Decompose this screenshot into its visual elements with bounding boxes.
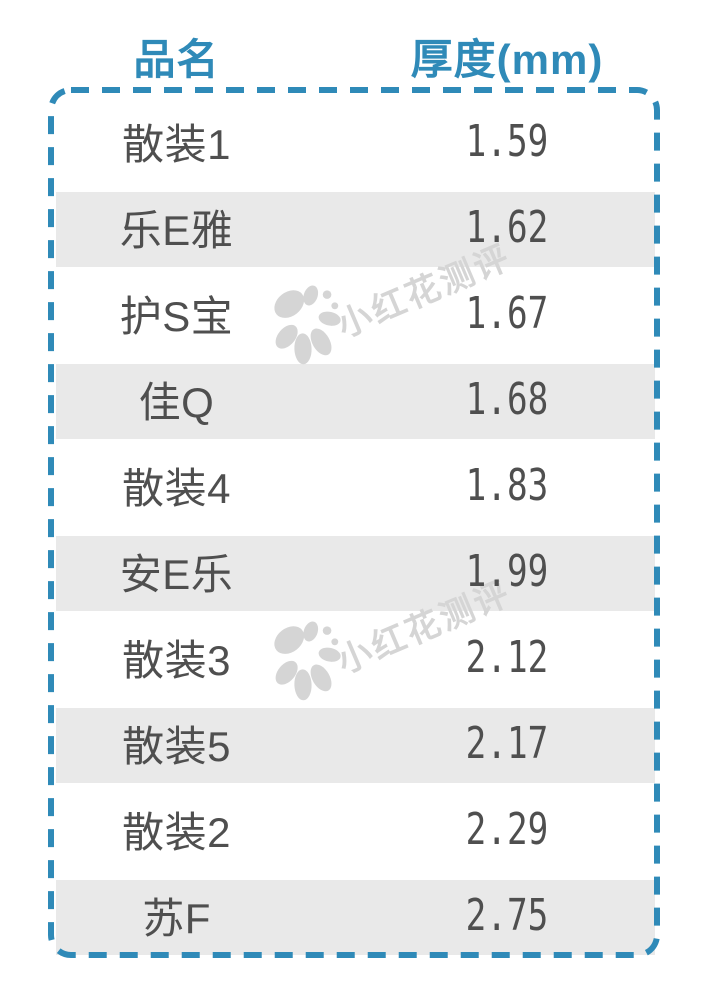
row-name: 散装3 [122, 637, 231, 684]
row-value: 1.68 [465, 374, 549, 425]
table-row: 佳Q 1.68 [48, 355, 660, 441]
table-row: 散装2 2.29 [48, 785, 660, 871]
row-value: 2.75 [465, 890, 549, 941]
table-row: 安E乐 1.99 [48, 527, 660, 613]
row-name: 散装2 [122, 809, 231, 856]
row-name: 安E乐 [119, 551, 234, 598]
row-value: 2.12 [465, 632, 549, 683]
row-name: 散装1 [122, 121, 231, 168]
row-name: 佳Q [138, 379, 215, 426]
row-value: 1.67 [465, 288, 549, 339]
row-value: 1.99 [465, 546, 549, 597]
table-row: 苏F 2.75 [48, 871, 660, 957]
row-name: 散装5 [122, 723, 231, 770]
row-value: 1.62 [465, 202, 549, 253]
table-row: 护S宝 1.67 [48, 269, 660, 355]
row-name: 散装4 [122, 465, 231, 512]
row-value: 1.83 [465, 460, 549, 511]
row-name: 护S宝 [119, 293, 234, 340]
table-rows: 散装1 1.59 乐E雅 1.62 护S宝 1.67 佳Q 1.68 散装4 1… [48, 97, 660, 957]
row-name: 苏F [142, 895, 211, 942]
column-header-name: 品名 [133, 35, 220, 83]
row-name: 乐E雅 [119, 207, 234, 254]
column-header-value: 厚度(mm) [410, 35, 604, 83]
row-value: 2.29 [465, 804, 549, 855]
table-row: 散装4 1.83 [48, 441, 660, 527]
table-row: 散装1 1.59 [48, 97, 660, 183]
table-row: 散装5 2.17 [48, 699, 660, 785]
row-value: 1.59 [465, 116, 549, 167]
table-row: 乐E雅 1.62 [48, 183, 660, 269]
table-header: 品名 厚度(mm) [48, 30, 660, 83]
row-value: 2.17 [465, 718, 549, 769]
table-row: 散装3 2.12 [48, 613, 660, 699]
